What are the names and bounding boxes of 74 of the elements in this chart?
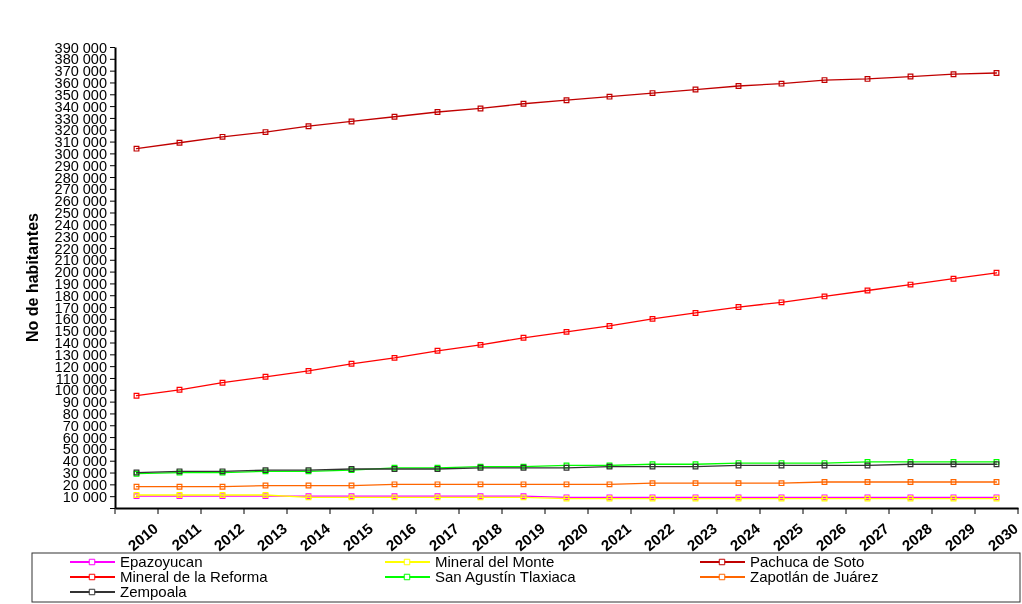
point bbox=[262, 129, 269, 136]
point bbox=[950, 275, 957, 282]
point bbox=[176, 139, 183, 146]
point bbox=[133, 392, 140, 399]
point bbox=[520, 334, 527, 341]
point bbox=[649, 90, 656, 97]
point bbox=[606, 481, 613, 488]
point bbox=[864, 75, 871, 82]
point bbox=[305, 482, 312, 489]
point bbox=[993, 269, 1000, 276]
point bbox=[821, 77, 828, 84]
point bbox=[649, 480, 656, 487]
point bbox=[348, 482, 355, 489]
legend-label: Zapotlán de Juárez bbox=[750, 568, 879, 586]
point bbox=[864, 479, 871, 485]
point bbox=[907, 281, 914, 288]
point bbox=[950, 71, 957, 78]
point bbox=[520, 100, 527, 107]
point bbox=[778, 299, 785, 306]
point bbox=[907, 479, 914, 485]
legend-label: Mineral del Monte bbox=[435, 553, 555, 571]
y-axis-title: No de habitantes bbox=[24, 212, 41, 342]
point bbox=[778, 80, 785, 87]
point bbox=[821, 479, 828, 485]
point bbox=[391, 481, 398, 488]
point bbox=[262, 373, 269, 380]
point bbox=[563, 97, 570, 104]
point bbox=[176, 386, 183, 393]
line-series bbox=[133, 70, 1000, 152]
point bbox=[348, 360, 355, 367]
legend-label: Epazoyucan bbox=[120, 553, 203, 571]
legend-label: Zempoala bbox=[120, 583, 188, 601]
point bbox=[821, 293, 828, 300]
point bbox=[219, 483, 226, 490]
legend-label: Pachuca de Soto bbox=[750, 553, 865, 571]
point bbox=[219, 133, 226, 140]
point bbox=[606, 323, 613, 329]
point bbox=[434, 347, 441, 354]
point bbox=[133, 483, 140, 490]
point bbox=[563, 481, 570, 488]
point bbox=[907, 73, 914, 80]
point bbox=[219, 379, 226, 386]
point bbox=[735, 83, 742, 89]
point bbox=[692, 86, 699, 93]
point bbox=[477, 341, 484, 348]
point bbox=[391, 113, 398, 120]
point bbox=[864, 287, 871, 294]
point bbox=[778, 480, 785, 487]
point bbox=[864, 458, 871, 465]
point bbox=[864, 462, 871, 469]
point bbox=[305, 367, 312, 374]
point bbox=[477, 105, 484, 112]
point bbox=[133, 145, 140, 152]
point bbox=[176, 483, 183, 490]
point bbox=[563, 328, 570, 335]
point bbox=[606, 93, 613, 100]
legend-label: San Agustín Tlaxiaca bbox=[435, 568, 577, 586]
point bbox=[735, 304, 742, 310]
point bbox=[692, 480, 699, 487]
point bbox=[434, 481, 441, 488]
point bbox=[520, 481, 527, 488]
point bbox=[477, 481, 484, 488]
point bbox=[950, 479, 957, 485]
point bbox=[305, 123, 312, 130]
point bbox=[391, 354, 398, 361]
point bbox=[434, 109, 441, 115]
point bbox=[262, 482, 269, 489]
point bbox=[348, 118, 355, 125]
line-series bbox=[133, 269, 1000, 399]
point bbox=[735, 480, 742, 487]
point bbox=[993, 70, 1000, 76]
point bbox=[649, 315, 656, 322]
point bbox=[993, 479, 1000, 485]
point bbox=[692, 310, 699, 316]
